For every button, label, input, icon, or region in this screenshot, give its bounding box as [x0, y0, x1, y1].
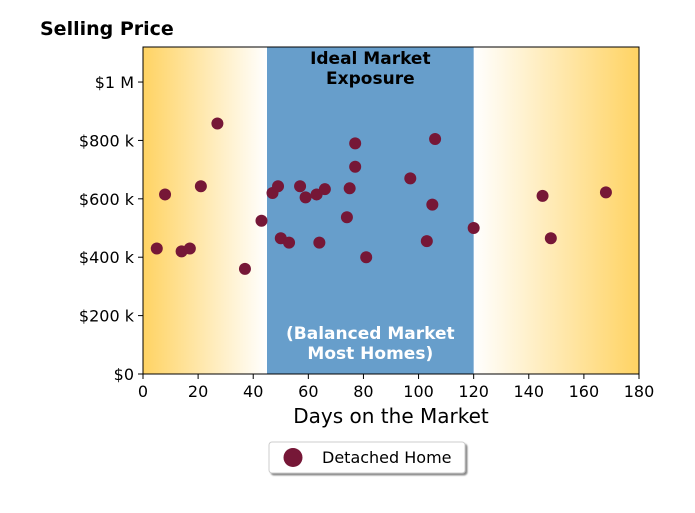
- left-gradient-region: [143, 47, 267, 374]
- data-point: [349, 160, 362, 173]
- data-point: [404, 172, 417, 185]
- legend-box: [268, 441, 466, 474]
- data-point: [238, 262, 251, 275]
- data-point: [340, 211, 353, 224]
- data-point: [299, 191, 312, 204]
- data-point: [255, 214, 268, 227]
- y-tick-label: $200 k: [79, 307, 135, 326]
- x-axis-label: Days on the Market: [293, 404, 489, 428]
- x-tick-label: 60: [298, 382, 318, 401]
- data-point: [150, 242, 163, 255]
- right-gradient-region: [473, 47, 639, 374]
- plot-background: [143, 47, 639, 374]
- x-tick-label: 20: [188, 382, 208, 401]
- data-point: [467, 222, 480, 235]
- data-point: [349, 137, 362, 150]
- data-point: [272, 180, 285, 193]
- axes: [142, 46, 640, 375]
- data-point: [194, 180, 207, 193]
- data-point: [318, 183, 331, 196]
- x-tick-label: 80: [353, 382, 373, 401]
- x-axis-ticks: 0 20 40 60 80 100 120 140 160 180: [138, 374, 654, 401]
- data-point: [599, 186, 612, 199]
- y-tick-label: $0: [114, 365, 134, 384]
- x-tick-label: 100: [403, 382, 434, 401]
- band-labels: Ideal Market Exposure (Balanced Market M…: [286, 49, 455, 364]
- data-point: [426, 198, 439, 211]
- ideal-band: [267, 47, 474, 374]
- data-point: [211, 117, 224, 130]
- legend: Detached Home: [268, 441, 466, 474]
- data-point: [536, 189, 549, 202]
- legend-marker: [283, 448, 303, 467]
- band-top-label-line2: Exposure: [326, 69, 415, 89]
- data-point: [159, 188, 172, 201]
- data-points: [150, 117, 612, 275]
- x-tick-label: 180: [624, 382, 655, 401]
- band-bottom-label-line2: Most Homes): [307, 344, 433, 364]
- plot-frame: [142, 46, 640, 375]
- legend-label: Detached Home: [322, 448, 452, 467]
- x-tick-label: 40: [243, 382, 263, 401]
- data-point: [313, 236, 326, 249]
- data-point: [544, 232, 557, 245]
- data-point: [429, 132, 442, 145]
- y-axis-ticks: $0 $200 k $400 k $600 k $800 k $1 M: [79, 73, 143, 384]
- x-tick-label: 140: [514, 382, 545, 401]
- chart-title: Selling Price: [40, 18, 174, 40]
- y-tick-label: $600 k: [79, 190, 135, 209]
- y-tick-label: $1 M: [95, 73, 134, 92]
- y-tick-label: $400 k: [79, 248, 135, 267]
- band-bottom-label-line1: (Balanced Market: [286, 324, 455, 344]
- data-point: [360, 251, 373, 264]
- x-tick-label: 120: [458, 382, 489, 401]
- data-point: [183, 242, 196, 255]
- data-point: [420, 235, 433, 248]
- x-tick-label: 160: [569, 382, 600, 401]
- data-point: [283, 236, 296, 249]
- y-tick-label: $800 k: [79, 131, 135, 150]
- data-point: [294, 180, 307, 193]
- band-top-label-line1: Ideal Market: [310, 49, 431, 69]
- data-point: [343, 182, 356, 195]
- x-tick-label: 0: [138, 382, 148, 401]
